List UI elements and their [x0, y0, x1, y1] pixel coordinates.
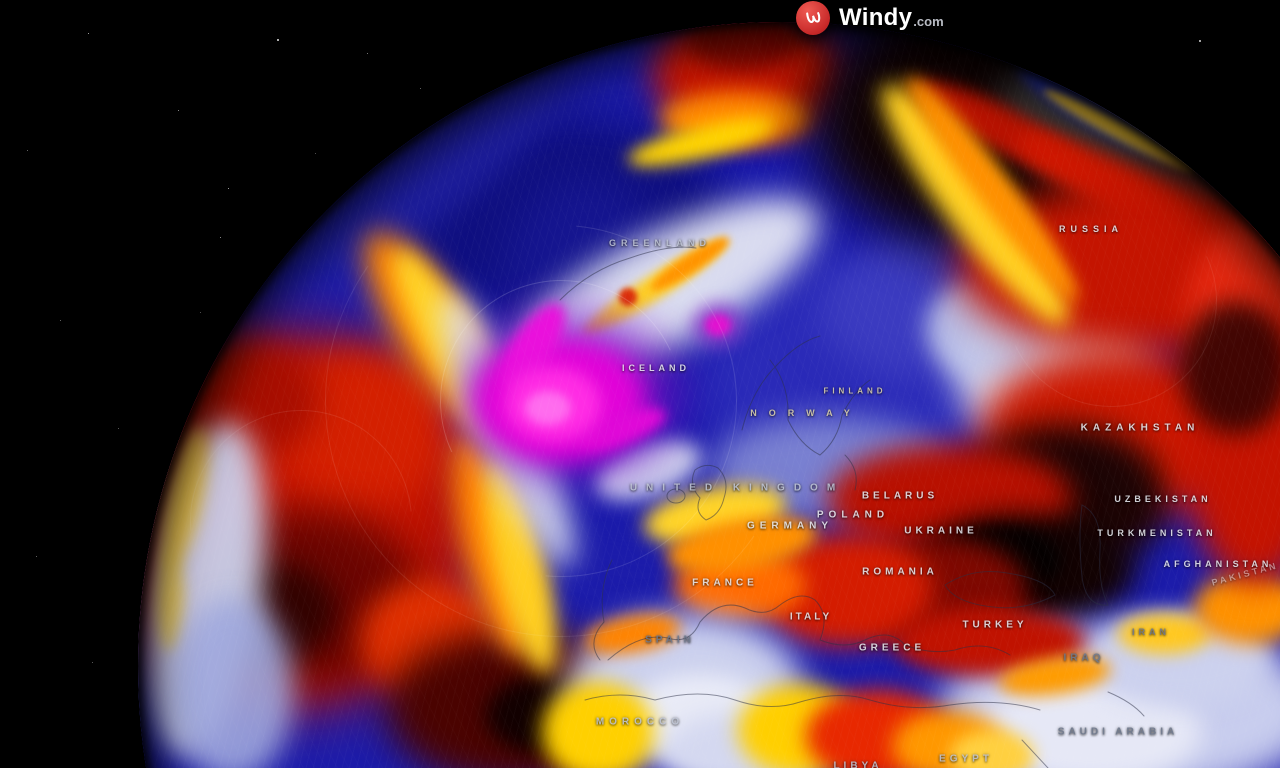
windy-logo[interactable]: Windy .com	[796, 1, 944, 35]
brand-tld: .com	[913, 14, 944, 29]
anomaly-blob	[170, 598, 294, 768]
star	[200, 312, 201, 313]
star	[118, 428, 119, 429]
star	[36, 556, 37, 557]
anomaly-blob	[525, 391, 571, 425]
star	[178, 110, 179, 111]
anomaly-blob	[950, 730, 1034, 768]
star	[228, 188, 229, 189]
anomaly-blob	[1180, 302, 1280, 434]
star	[92, 662, 93, 663]
star	[367, 53, 368, 54]
star	[60, 320, 61, 321]
anomaly-blob	[1118, 614, 1210, 654]
brand-name: Windy	[839, 4, 913, 31]
anomaly-blob	[156, 548, 184, 652]
star	[315, 153, 316, 154]
star	[420, 88, 421, 89]
anomaly-blob	[688, 22, 800, 70]
earth-globe[interactable]	[138, 22, 1280, 768]
star	[88, 33, 89, 34]
star	[277, 39, 279, 41]
windy-swirl-icon	[796, 1, 830, 35]
star	[27, 150, 28, 151]
globe-limb-shading	[138, 22, 1280, 768]
anomaly-blob	[1194, 572, 1280, 644]
star	[220, 237, 221, 238]
anomaly-blob	[705, 314, 731, 336]
